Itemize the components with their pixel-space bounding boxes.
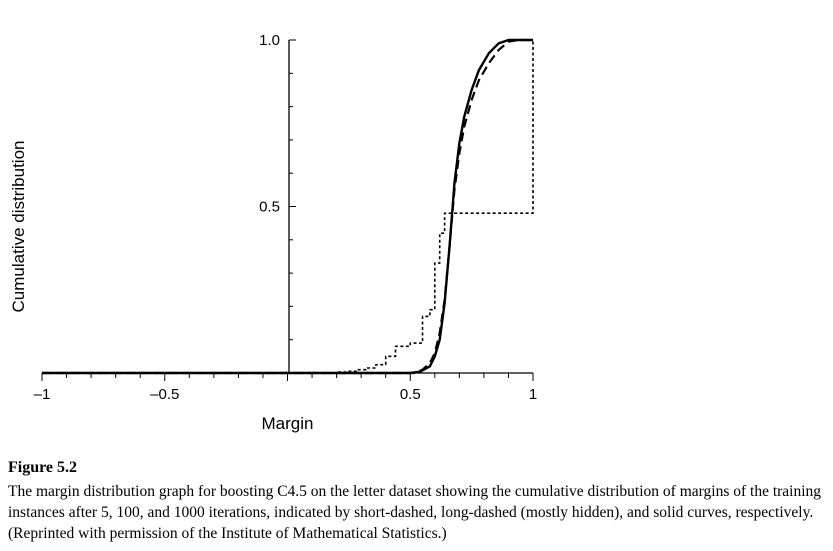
margin-distribution-chart: –1 –0.5 0.5 1 0.5 1.0 Margin Cumulative distrib… xyxy=(9,32,537,433)
x-tick-label: 1 xyxy=(529,386,537,403)
series-group xyxy=(42,38,534,375)
figure-caption: Figure 5.2 The margin distribution graph… xyxy=(8,458,830,544)
x-tick-label: –0.5 xyxy=(150,386,179,403)
series-line-100 xyxy=(42,38,533,375)
x-axis-title: Margin xyxy=(262,414,314,433)
x-tick-label: 0.5 xyxy=(400,386,421,403)
axes xyxy=(41,39,534,381)
series-line-5 xyxy=(42,40,534,374)
series-line-1000 xyxy=(42,38,533,375)
y-tick-label: 1.0 xyxy=(259,32,280,49)
caption-text: The margin distribution graph for boosti… xyxy=(8,483,822,542)
y-tick-label: 0.5 xyxy=(259,199,280,216)
y-axis-title: Cumulative distribution xyxy=(9,141,28,313)
axis-labels: –1 –0.5 0.5 1 0.5 1.0 Margin Cumulative distrib… xyxy=(9,32,537,433)
x-tick-label: –1 xyxy=(34,386,51,403)
caption-title: Figure 5.2 xyxy=(8,459,78,476)
